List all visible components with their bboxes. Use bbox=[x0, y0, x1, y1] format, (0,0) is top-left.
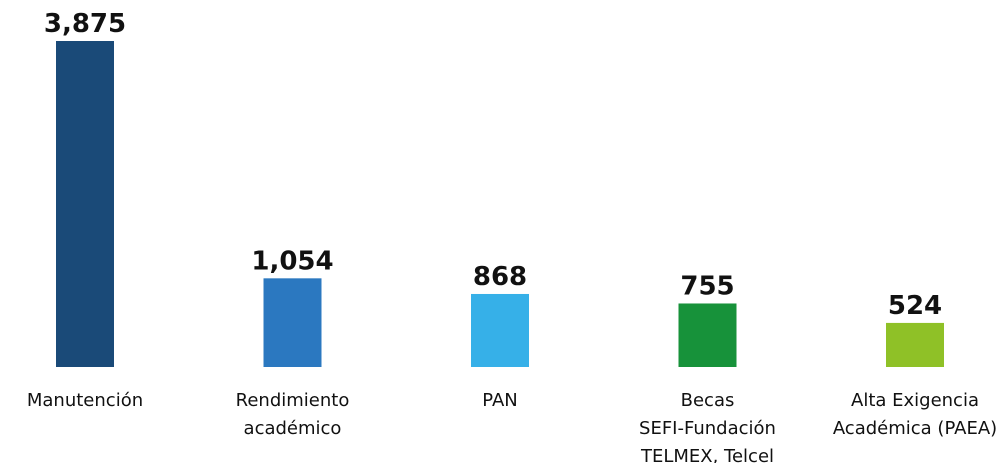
category-label: Rendimiento bbox=[236, 390, 350, 411]
value-label: 3,875 bbox=[44, 9, 126, 39]
value-label: 755 bbox=[680, 271, 734, 301]
category-label: Académica (PAEA) bbox=[833, 418, 997, 439]
value-label: 868 bbox=[473, 262, 527, 292]
category-label: TELMEX, Telcel bbox=[640, 446, 774, 463]
category-label: académico bbox=[244, 418, 342, 439]
value-label: 1,054 bbox=[251, 246, 333, 276]
bar bbox=[886, 322, 944, 367]
bar bbox=[471, 293, 529, 367]
category-label: Manutención bbox=[27, 390, 143, 411]
category-label: SEFI-Fundación bbox=[639, 418, 776, 439]
value-label: 524 bbox=[888, 291, 942, 321]
category-label: Becas bbox=[681, 390, 735, 411]
bar bbox=[263, 278, 322, 367]
category-label: Alta Exigencia bbox=[851, 390, 979, 411]
bar bbox=[678, 303, 737, 367]
category-label: PAN bbox=[482, 390, 517, 411]
bar bbox=[56, 41, 114, 367]
